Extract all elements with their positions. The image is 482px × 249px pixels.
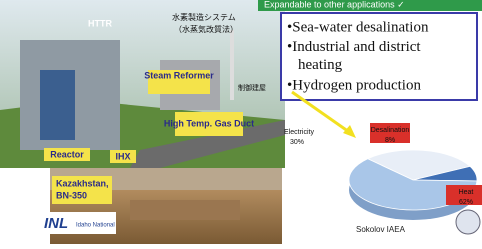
iaea-logo xyxy=(456,210,480,234)
label: IHX xyxy=(115,151,130,161)
label: Steam Reformer xyxy=(144,70,214,80)
label: 水素製造システム xyxy=(172,12,236,22)
site-label: Kazakhstan, xyxy=(56,178,109,188)
site-label: BN-350 xyxy=(56,190,87,200)
slide: HTTR 水素製造システム （水蒸気改質法） Steam Reformer 制御… xyxy=(0,0,482,244)
arrow-head xyxy=(343,125,356,138)
slice-label: Desalination xyxy=(371,127,410,134)
site-building xyxy=(130,200,240,220)
application: •Sea-water desalination xyxy=(287,19,429,35)
logo-sub: Idaho National xyxy=(76,223,115,229)
pie-chart: Electricity 30% Desalination 8% Heat 62% xyxy=(284,123,482,220)
slice-value: 30% xyxy=(290,139,304,146)
application: •Hydrogen production xyxy=(287,77,421,93)
credit: Sokolov IAEA xyxy=(356,225,406,234)
label: （水蒸気改質法） xyxy=(174,24,238,34)
stack xyxy=(230,30,234,100)
slice-value: 62% xyxy=(459,199,473,206)
label: 制御建屋 xyxy=(238,83,266,92)
label: High Temp. Gas Duct xyxy=(164,118,254,128)
label: Reactor xyxy=(50,149,84,159)
slice-value: 8% xyxy=(385,137,395,144)
label: HTTR xyxy=(88,18,112,28)
banner-text: Expandable to other applications ✓ xyxy=(264,0,405,9)
reactor-core xyxy=(40,70,75,140)
slice-label: Electricity xyxy=(284,129,314,136)
logo: INL xyxy=(44,215,68,232)
slice-label: Heat xyxy=(459,189,474,196)
